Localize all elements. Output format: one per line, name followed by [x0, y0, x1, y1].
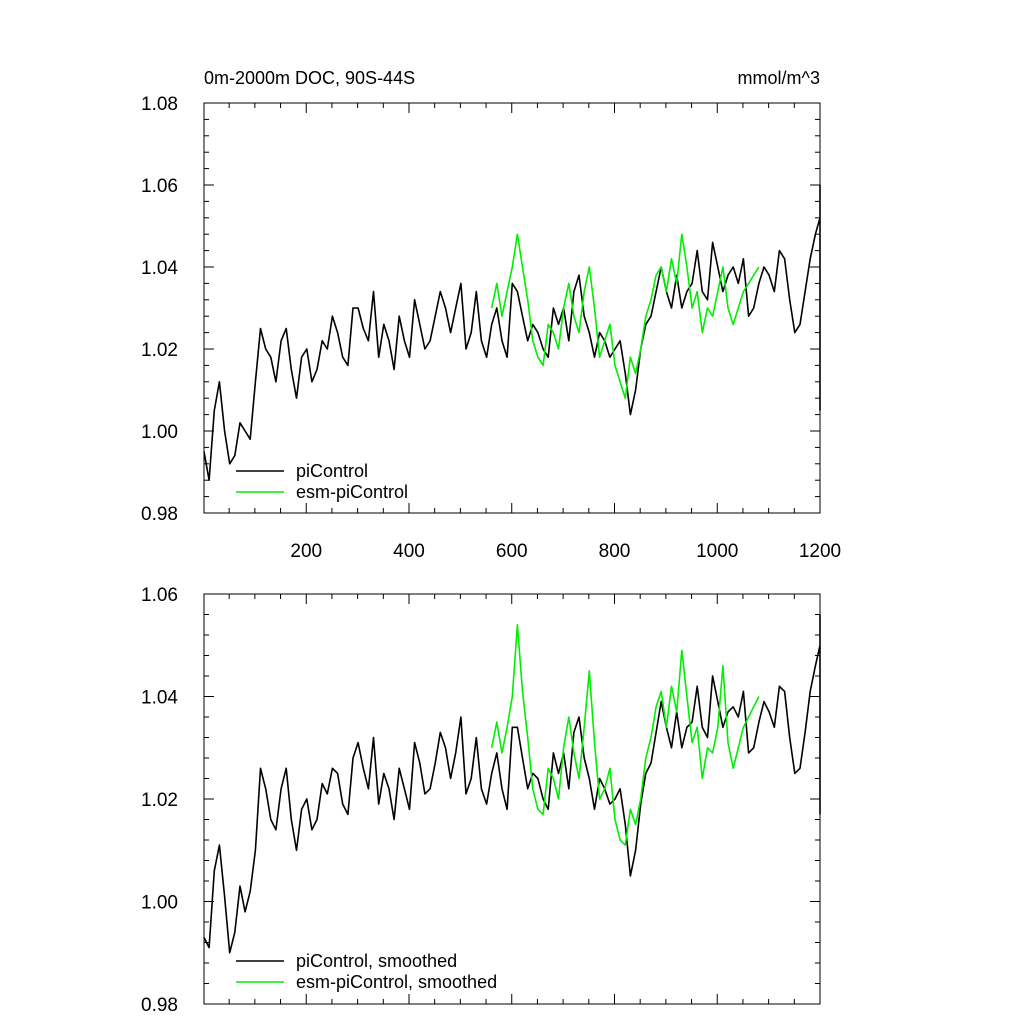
bottom-plot-frame	[203, 593, 821, 1005]
top-ytick-label: 1.04	[141, 258, 178, 279]
bottom-legend: piControl, smoothed esm-piControl, smoot…	[236, 951, 497, 992]
legend-label-picontrol: piControl	[296, 461, 368, 481]
legend-label-esm-picontrol: esm-piControl	[296, 482, 408, 502]
bottom-ytick-label: 1.02	[141, 790, 178, 811]
top-xtick-label: 600	[496, 541, 528, 562]
bottom-series-line-esm-picontrol-smoothed	[490, 623, 760, 846]
top-axes-group: 0.98 1.00 1.02 1.04 1.06 1.08 200 400 600 800 1000…	[141, 94, 841, 562]
bottom-series-line-picontrol-smoothed	[203, 613, 821, 954]
bottom-ytick-label: 1.06	[141, 585, 178, 606]
top-xtick-label: 1200	[799, 541, 841, 562]
chart-title: 0m-2000m DOC, 90S-44S	[204, 68, 415, 88]
top-series-group	[203, 184, 821, 482]
bottom-axes-group: 0.98 1.00 1.02 1.04 1.06	[141, 585, 821, 1016]
top-xtick-label: 400	[393, 541, 425, 562]
units-label: mmol/m^3	[738, 68, 820, 88]
bottom-ytick-label: 1.00	[141, 893, 178, 914]
bottom-series-group	[203, 613, 821, 954]
top-xtick-label: 1000	[696, 541, 738, 562]
bottom-ytick-label: 0.98	[141, 995, 178, 1016]
top-series-line-picontrol	[203, 184, 821, 482]
top-ytick-label: 1.00	[141, 422, 178, 443]
top-ytick-label: 1.02	[141, 340, 178, 361]
top-xtick-label: 800	[599, 541, 631, 562]
bottom-ytick-label: 1.04	[141, 688, 178, 709]
top-legend: piControl esm-piControl	[236, 461, 408, 502]
legend-label-picontrol-smoothed: piControl, smoothed	[296, 951, 457, 971]
top-series-line-esm-picontrol	[490, 233, 760, 400]
top-ytick-label: 1.08	[141, 94, 178, 115]
top-ytick-label: 0.98	[141, 504, 178, 525]
top-xtick-label: 200	[290, 541, 322, 562]
legend-label-esm-picontrol-smoothed: esm-piControl, smoothed	[296, 972, 497, 992]
top-ytick-label: 1.06	[141, 176, 178, 197]
top-panel: 0m-2000m DOC, 90S-44S mmol/m^3 0.98 1.00 1…	[141, 68, 841, 562]
bottom-panel: 0.98 1.00 1.02 1.04 1.06 piControl, smoothed…	[141, 585, 821, 1016]
